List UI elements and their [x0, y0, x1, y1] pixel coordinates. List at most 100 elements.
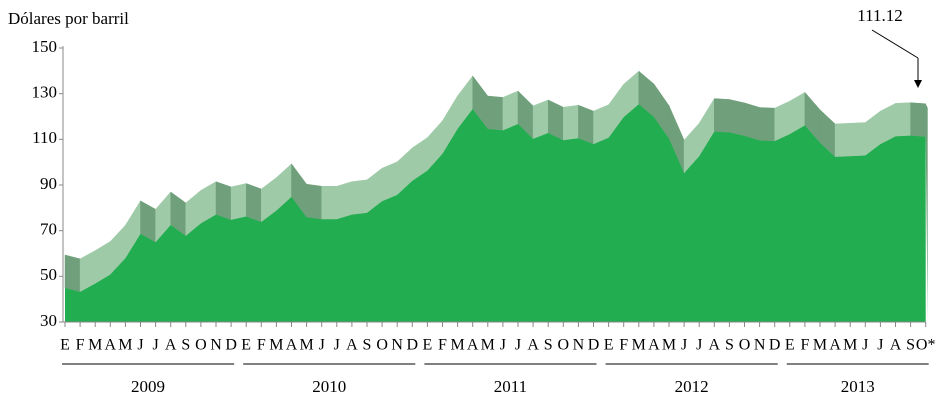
depth-face: [215, 181, 232, 221]
y-tick-label: 150: [32, 37, 58, 56]
x-tick-label: S: [181, 337, 190, 354]
depth-face: [336, 181, 353, 220]
depth-face: [502, 90, 519, 131]
annotation-arrow: [871, 29, 919, 59]
x-tick-label: E: [785, 337, 795, 354]
x-tick-label: J: [334, 337, 340, 354]
x-tick-label: M: [843, 337, 857, 354]
x-tick-label: F: [257, 337, 266, 354]
y-tick-label: 130: [32, 83, 58, 102]
x-tick-label: S: [725, 337, 734, 354]
depth-face: [578, 104, 594, 145]
y-tick-label: 110: [32, 128, 57, 147]
x-tick-label: A: [890, 337, 902, 354]
x-tick-label: E: [423, 337, 433, 354]
x-tick-label: J: [681, 337, 687, 354]
depth-face: [306, 183, 322, 220]
x-tick-label: D: [225, 337, 237, 354]
depth-face: [849, 122, 866, 157]
depth-side: [925, 103, 928, 322]
y-tick-label: 50: [40, 265, 57, 284]
x-tick-label: N: [754, 337, 766, 354]
x-tick-label: S: [544, 337, 553, 354]
x-tick-label: D: [588, 337, 600, 354]
x-tick-label: A: [648, 337, 660, 354]
year-label: 2013: [841, 377, 875, 396]
depth-face: [563, 104, 579, 141]
y-tick-label: 90: [40, 174, 57, 193]
depth-face: [729, 99, 745, 137]
y-tick-label: 70: [40, 220, 57, 239]
depth-face: [351, 179, 368, 215]
x-tick-label: M: [662, 337, 676, 354]
x-tick-label: E: [604, 337, 614, 354]
depth-face: [759, 107, 775, 142]
x-tick-label: A: [346, 337, 358, 354]
x-tick-label: S: [363, 337, 372, 354]
x-tick-label: M: [632, 337, 646, 354]
depth-face: [64, 254, 81, 293]
depth-face: [834, 122, 851, 158]
x-tick-label: A: [467, 337, 479, 354]
depth-face: [245, 183, 262, 223]
area: [65, 104, 926, 322]
x-tick-label: F: [76, 337, 85, 354]
x-tick-label: J: [319, 337, 325, 354]
depth-face: [744, 102, 760, 141]
x-tick-label: A: [527, 337, 539, 354]
x-tick-label: A: [829, 337, 841, 354]
x-tick-label: E: [60, 337, 70, 354]
x-tick-label: O: [558, 337, 570, 354]
x-tick-label: M: [88, 337, 102, 354]
x-tick-label: O: [739, 337, 751, 354]
depth-face: [230, 183, 247, 221]
depth-face: [910, 102, 926, 138]
x-tick-label: A: [105, 337, 117, 354]
x-tick-label: E: [241, 337, 251, 354]
x-tick-label: J: [515, 337, 521, 354]
x-tick-label: N: [573, 337, 585, 354]
year-label: 2009: [131, 377, 165, 396]
x-tick-label: A: [709, 337, 721, 354]
depth-face: [532, 99, 549, 140]
y-tick-label: 30: [40, 311, 57, 330]
depth-face: [487, 95, 504, 131]
x-tick-label: D: [407, 337, 419, 354]
x-tick-label: F: [438, 337, 447, 354]
year-label: 2010: [312, 377, 346, 396]
x-tick-label: J: [877, 337, 883, 354]
x-tick-label: M: [118, 337, 132, 354]
x-tick-label: M: [813, 337, 827, 354]
depth-face: [381, 161, 398, 202]
x-tick-label: F: [619, 337, 628, 354]
y-axis-label: Dólares por barril: [8, 9, 129, 28]
arrow-head: [914, 80, 922, 88]
x-tick-label: S: [906, 337, 915, 354]
depth-face: [895, 102, 911, 137]
depth-face: [593, 104, 609, 145]
x-tick-label: M: [450, 337, 464, 354]
x-tick-label: M: [299, 337, 313, 354]
x-tick-label: A: [286, 337, 298, 354]
x-tick-label: F: [800, 337, 809, 354]
x-tick-label: N: [210, 337, 222, 354]
x-tick-label: J: [137, 337, 143, 354]
x-tick-label: J: [696, 337, 702, 354]
x-tick-label: O*: [916, 337, 936, 354]
x-tick-label: J: [862, 337, 868, 354]
x-tick-label: M: [269, 337, 283, 354]
x-tick-label: O: [195, 337, 207, 354]
x-tick-label: J: [152, 337, 158, 354]
depth-face: [714, 98, 730, 133]
x-tick-label: A: [165, 337, 177, 354]
x-tick-label: D: [769, 337, 781, 354]
year-label: 2012: [675, 377, 709, 396]
x-tick-label: M: [481, 337, 495, 354]
depth-face: [321, 186, 338, 220]
x-tick-label: J: [500, 337, 506, 354]
value-label: 111.12: [857, 6, 903, 25]
x-tick-label: N: [391, 337, 403, 354]
x-tick-label: O: [376, 337, 388, 354]
year-label: 2011: [494, 377, 527, 396]
